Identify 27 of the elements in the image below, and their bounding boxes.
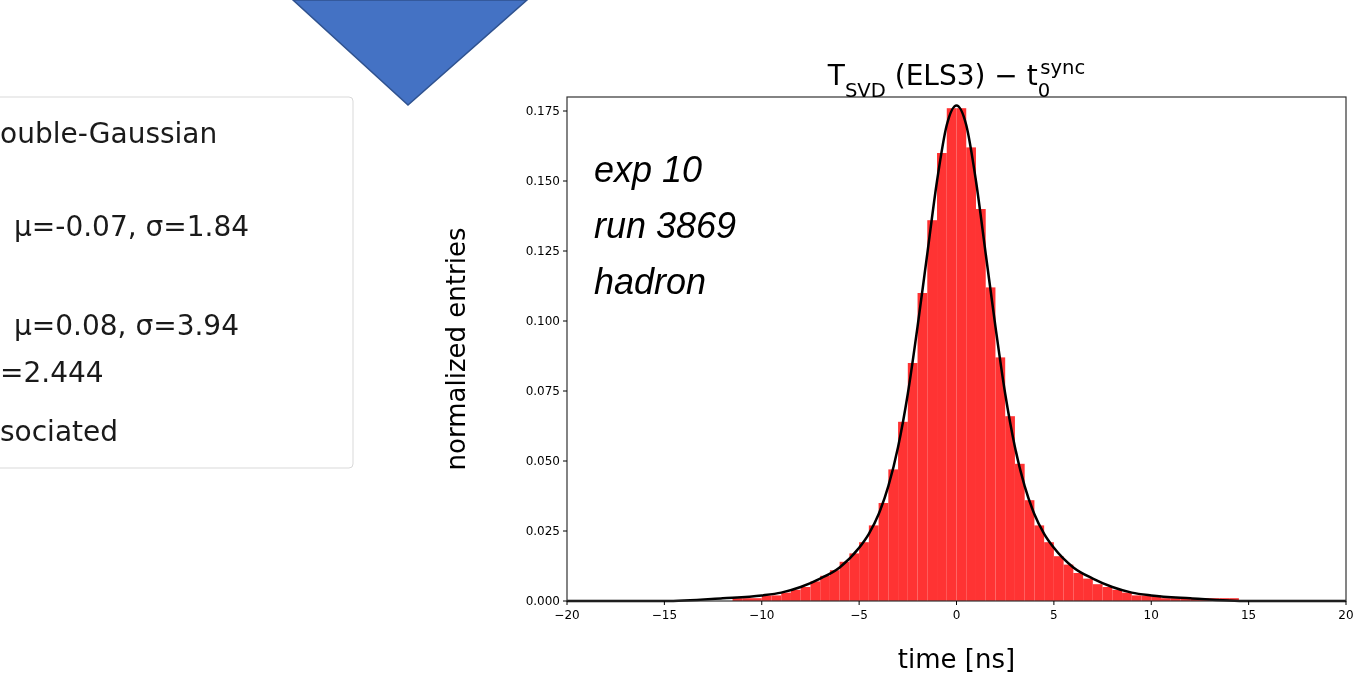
x-tick-label: 10 bbox=[1143, 608, 1159, 622]
y-tick-label: 0.175 bbox=[525, 104, 560, 119]
x-tick-label: −15 bbox=[651, 608, 678, 622]
text: μ=0.08, σ=3.94 bbox=[14, 309, 239, 342]
y-tick-label: 0.125 bbox=[525, 244, 560, 259]
y-tick-label: 0.025 bbox=[525, 524, 560, 539]
text: ouble-Gaussian bbox=[0, 117, 218, 150]
text: μ=-0.07, σ=1.84 bbox=[14, 210, 250, 243]
y-axis-title: normalized entries bbox=[441, 227, 471, 471]
annotation: hadron bbox=[594, 261, 707, 302]
x-tick-label: −5 bbox=[850, 608, 868, 622]
text: sociated bbox=[0, 415, 119, 448]
annotation: run 3869 bbox=[594, 205, 737, 246]
y-tick-label: 0.050 bbox=[525, 454, 560, 469]
x-axis-title: time [ns] bbox=[897, 644, 1016, 674]
y-tick-label: 0.000 bbox=[525, 594, 560, 609]
x-tick-label: −20 bbox=[554, 608, 580, 622]
x-tick-label: 15 bbox=[1240, 608, 1257, 622]
y-tick-label: 0.075 bbox=[525, 384, 560, 399]
text: =2.444 bbox=[0, 356, 104, 389]
x-tick-label: −10 bbox=[749, 608, 775, 622]
y-tick-label: 0.150 bbox=[525, 174, 560, 189]
y-tick-label: 0.100 bbox=[525, 314, 560, 329]
x-tick-label: 5 bbox=[1050, 608, 1058, 622]
annotation: exp 10 bbox=[594, 149, 703, 190]
x-tick-label: 0 bbox=[952, 608, 961, 622]
x-tick-label: 20 bbox=[1338, 608, 1354, 622]
